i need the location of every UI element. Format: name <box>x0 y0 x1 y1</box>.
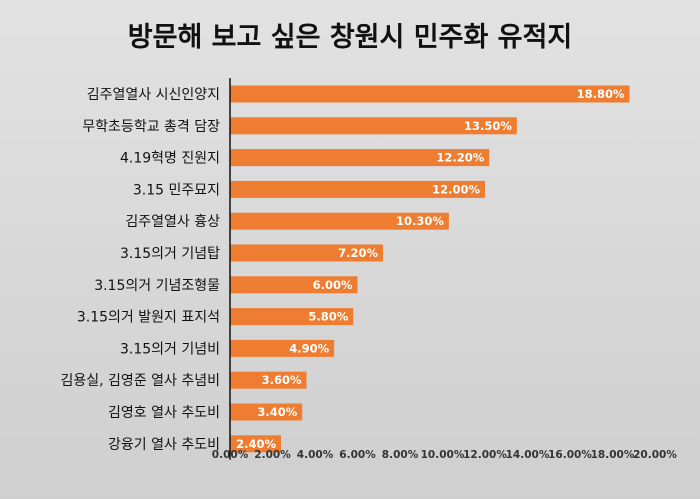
x-tick-label: 12.00% <box>463 449 507 461</box>
bar <box>230 339 335 357</box>
data-label: 10.30% <box>396 214 444 228</box>
category-label: 김주열열사 흉상 <box>125 214 220 230</box>
bar <box>230 403 303 421</box>
bar <box>230 435 281 453</box>
bar <box>230 117 517 135</box>
chart-title: 방문해 보고 싶은 창원시 민주화 유적지 <box>128 22 572 53</box>
category-label: 김영호 열사 추도비 <box>108 405 220 421</box>
category-label: 무학초등학교 총격 담장 <box>82 119 220 135</box>
category-label: 강융기 열사 추도비 <box>108 437 220 453</box>
category-label: 3.15의거 기념조형물 <box>94 278 220 294</box>
data-label: 12.20% <box>436 151 484 165</box>
data-label: 4.90% <box>289 341 329 355</box>
bars-layer: 18.80% 13.50% 12.20% 12.00% 10.30% 7.20% 6.00%… <box>230 85 630 453</box>
category-label: 4.19혁명 진원지 <box>120 151 220 167</box>
bar <box>230 180 485 198</box>
data-label: 18.80% <box>577 87 625 101</box>
category-label: 3.15의거 기념비 <box>120 341 220 357</box>
x-tick-label: 6.00% <box>339 449 376 461</box>
data-label: 3.40% <box>257 405 297 419</box>
bar <box>230 244 383 262</box>
category-label: 김주열열사 시신인양지 <box>87 87 220 103</box>
x-tick-label: 14.00% <box>506 449 550 461</box>
bar <box>230 276 358 294</box>
bar <box>230 308 354 326</box>
data-label: 2.40% <box>236 437 276 451</box>
category-label: 3.15 민주묘지 <box>133 182 220 198</box>
bar <box>230 85 630 103</box>
x-tick-label: 20.00% <box>633 449 677 461</box>
x-tick-label: 8.00% <box>382 449 419 461</box>
bar <box>230 212 449 230</box>
bar <box>230 149 490 167</box>
x-tick-label: 18.00% <box>591 449 635 461</box>
x-tick-label: 10.00% <box>421 449 465 461</box>
data-label: 12.00% <box>432 182 480 196</box>
category-label: 3.15의거 발원지 표지석 <box>77 310 220 326</box>
x-tick-labels: 0.00%2.00%4.00%6.00%8.00%10.00%12.00%14.… <box>212 449 678 461</box>
data-label: 6.00% <box>313 278 353 292</box>
category-label: 3.15의거 기념탑 <box>120 246 220 262</box>
x-tick-label: 16.00% <box>548 449 592 461</box>
category-label: 김용실, 김영준 열사 추념비 <box>61 373 220 389</box>
data-label: 3.60% <box>262 373 302 387</box>
x-tick-label: 2.00% <box>254 449 291 461</box>
x-tick-label: 4.00% <box>297 449 334 461</box>
data-label: 5.80% <box>308 310 348 324</box>
data-label: 13.50% <box>464 119 512 133</box>
data-label: 7.20% <box>338 246 378 260</box>
bar <box>230 371 307 389</box>
